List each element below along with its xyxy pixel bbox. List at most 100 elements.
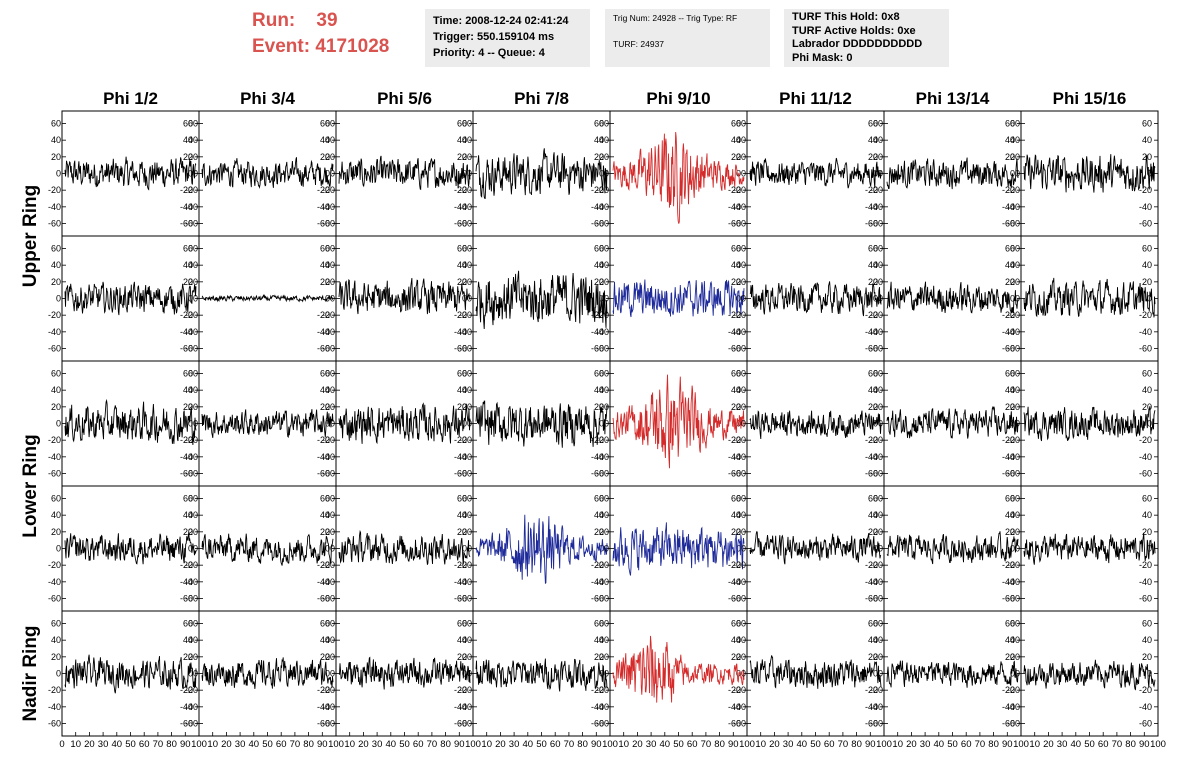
y-tick-label: -40 — [322, 577, 335, 587]
y-tick-label: -40 — [185, 702, 198, 712]
y-tick-label: -40 — [870, 202, 883, 212]
y-tick-label: 40 — [1142, 510, 1152, 520]
y-tick-label: 0 — [604, 544, 609, 554]
y-tick-label: -20 — [1007, 185, 1020, 195]
y-tick-label: -40 — [728, 327, 741, 337]
y-tick-label: -20 — [870, 185, 883, 195]
y-tick-label: -40 — [1007, 202, 1020, 212]
y-tick-label: 60 — [51, 619, 61, 629]
y-tick-label: -40 — [1139, 452, 1152, 462]
y-tick-label: 40 — [462, 510, 472, 520]
panel-frame — [746, 485, 885, 612]
waveform-trace — [1023, 532, 1156, 565]
y-tick-label: -40 — [733, 327, 746, 337]
y-tick-label: 20 — [731, 652, 741, 662]
y-tick-label: 60 — [320, 494, 330, 504]
y-tick-label: -40 — [865, 577, 878, 587]
y-tick-label: -40 — [185, 577, 198, 587]
y-tick-label: 40 — [320, 260, 330, 270]
y-tick-label: 20 — [873, 652, 883, 662]
waveform-trace — [338, 278, 471, 315]
y-tick-label: 0 — [56, 419, 61, 429]
y-tick-label: -60 — [728, 219, 741, 229]
y-tick-label: 40 — [873, 260, 883, 270]
y-tick-label: 40 — [868, 510, 878, 520]
y-tick-label: 60 — [868, 494, 878, 504]
y-tick-label: -40 — [180, 702, 193, 712]
y-tick-label: -40 — [454, 202, 467, 212]
y-tick-label: -60 — [728, 469, 741, 479]
y-tick-label: 20 — [868, 277, 878, 287]
y-tick-label: 20 — [731, 152, 741, 162]
x-tick-label: 40 — [660, 739, 671, 750]
y-tick-label: -60 — [728, 344, 741, 354]
y-tick-label: 20 — [188, 652, 198, 662]
y-tick-label: -40 — [733, 577, 746, 587]
x-tick-label: 50 — [399, 739, 410, 750]
y-tick-label: -20 — [48, 435, 61, 445]
y-tick-label: 20 — [51, 527, 61, 537]
y-tick-label: 20 — [188, 402, 198, 412]
y-tick-label: -60 — [733, 344, 746, 354]
y-tick-label: 40 — [457, 385, 467, 395]
column-header: Phi 1/2 — [103, 89, 158, 108]
y-tick-label: 40 — [188, 385, 198, 395]
y-tick-label: 40 — [457, 260, 467, 270]
y-tick-label: 40 — [868, 635, 878, 645]
y-tick-label: 40 — [320, 385, 330, 395]
y-tick-label: 60 — [1010, 119, 1020, 129]
waveform-trace — [886, 157, 1019, 190]
y-tick-label: -20 — [733, 685, 746, 695]
event-label: Event: — [252, 36, 311, 57]
y-tick-label: -40 — [48, 327, 61, 337]
waveform-trace — [338, 656, 471, 690]
ring-label: Nadir Ring — [20, 625, 41, 721]
waveform-trace — [886, 660, 1019, 688]
y-tick-label: -60 — [733, 469, 746, 479]
y-tick-label: 40 — [594, 510, 604, 520]
x-tick-label: 80 — [714, 739, 725, 750]
waveform-trace — [749, 410, 882, 440]
y-tick-label: -20 — [48, 560, 61, 570]
y-tick-label: -60 — [459, 719, 472, 729]
y-tick-label: -60 — [596, 219, 609, 229]
y-tick-label: -40 — [728, 202, 741, 212]
y-tick-label: 40 — [594, 635, 604, 645]
y-tick-label: 40 — [183, 260, 193, 270]
y-tick-label: 40 — [457, 135, 467, 145]
x-tick-label: 40 — [797, 739, 808, 750]
y-tick-label: -20 — [1002, 560, 1015, 570]
y-tick-label: 20 — [594, 527, 604, 537]
y-tick-label: 0 — [599, 419, 604, 429]
x-tick-label: 10 — [892, 739, 903, 750]
y-tick-label: 0 — [56, 669, 61, 679]
x-tick-label: 30 — [1057, 739, 1068, 750]
x-tick-label: 50 — [125, 739, 136, 750]
y-tick-label: -40 — [1002, 452, 1015, 462]
column-header: Phi 11/12 — [779, 89, 852, 108]
y-tick-label: 60 — [731, 369, 741, 379]
y-tick-label: 0 — [741, 294, 746, 304]
y-tick-label: -20 — [1002, 310, 1015, 320]
y-tick-label: 40 — [183, 135, 193, 145]
y-tick-label: 20 — [868, 402, 878, 412]
y-tick-label: -20 — [591, 685, 604, 695]
y-tick-label: -60 — [870, 719, 883, 729]
y-tick-label: 0 — [56, 169, 61, 179]
y-tick-label: 60 — [462, 619, 472, 629]
y-tick-label: -40 — [180, 577, 193, 587]
y-tick-label: 40 — [736, 635, 746, 645]
y-tick-label: -60 — [185, 219, 198, 229]
y-tick-label: 40 — [320, 135, 330, 145]
y-tick-label: -60 — [185, 344, 198, 354]
y-tick-label: -20 — [1007, 685, 1020, 695]
y-tick-label: 40 — [325, 385, 335, 395]
y-tick-label: 20 — [1142, 277, 1152, 287]
panel-frame — [746, 235, 885, 362]
y-tick-label: -20 — [459, 185, 472, 195]
y-tick-label: -20 — [48, 310, 61, 320]
y-tick-label: -60 — [322, 469, 335, 479]
y-tick-label: 0 — [188, 669, 193, 679]
y-tick-label: -60 — [865, 344, 878, 354]
y-tick-label: 60 — [51, 244, 61, 254]
